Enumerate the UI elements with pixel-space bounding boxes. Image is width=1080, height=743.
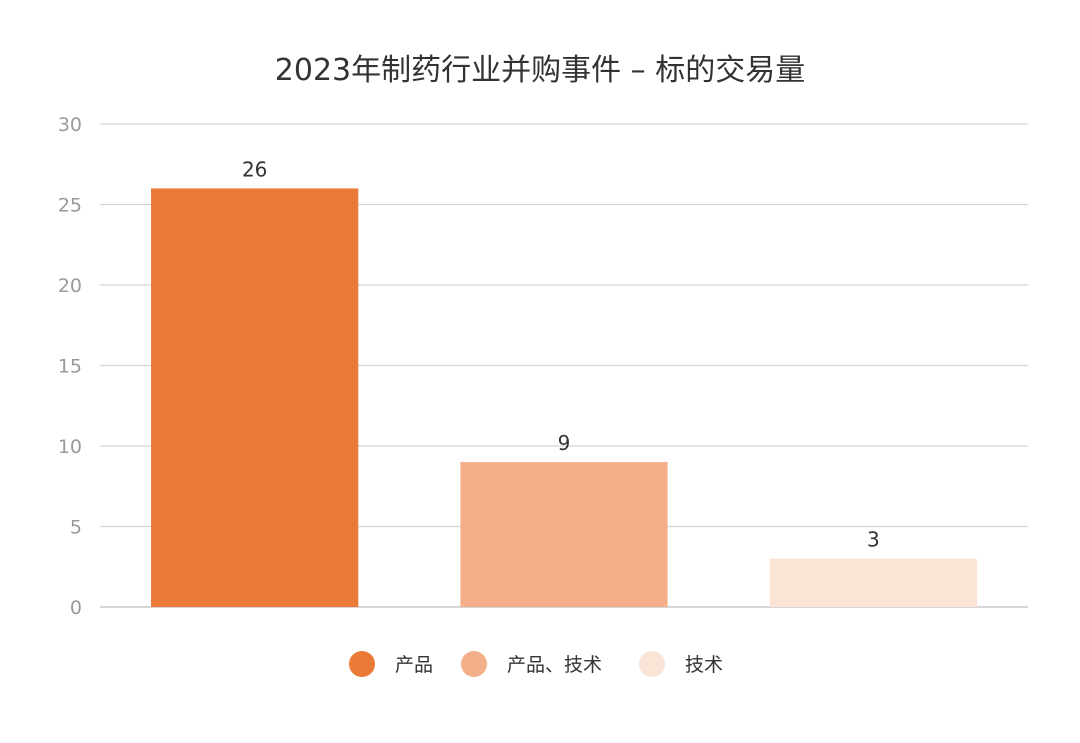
- legend-swatch: [349, 651, 375, 677]
- legend-swatch: [461, 651, 487, 677]
- bar-value-label: 3: [867, 528, 880, 552]
- y-tick-label: 25: [58, 195, 82, 217]
- y-tick-label: 20: [58, 275, 82, 297]
- y-tick-label: 30: [58, 114, 82, 136]
- legend-label: 产品: [395, 654, 433, 676]
- bars-layer: 26 9 3: [151, 157, 977, 607]
- chart-title: 2023年制药行业并购事件 – 标的交易量: [275, 53, 805, 88]
- legend-label: 产品、技术: [507, 654, 602, 676]
- bar-value-label: 26: [242, 157, 267, 181]
- bar-3: [769, 558, 977, 607]
- y-tick-label: 10: [58, 436, 82, 458]
- y-tick-label: 15: [58, 356, 82, 378]
- y-tick-label: 0: [70, 597, 82, 619]
- bar-value-label: 9: [558, 431, 571, 455]
- y-tick-label: 5: [70, 517, 82, 539]
- legend-swatch: [639, 651, 665, 677]
- bar-2: [460, 462, 668, 607]
- legend-label: 技术: [685, 654, 723, 676]
- bar-1: [151, 188, 359, 607]
- legend: 产品 产品、技术 技术: [349, 651, 723, 677]
